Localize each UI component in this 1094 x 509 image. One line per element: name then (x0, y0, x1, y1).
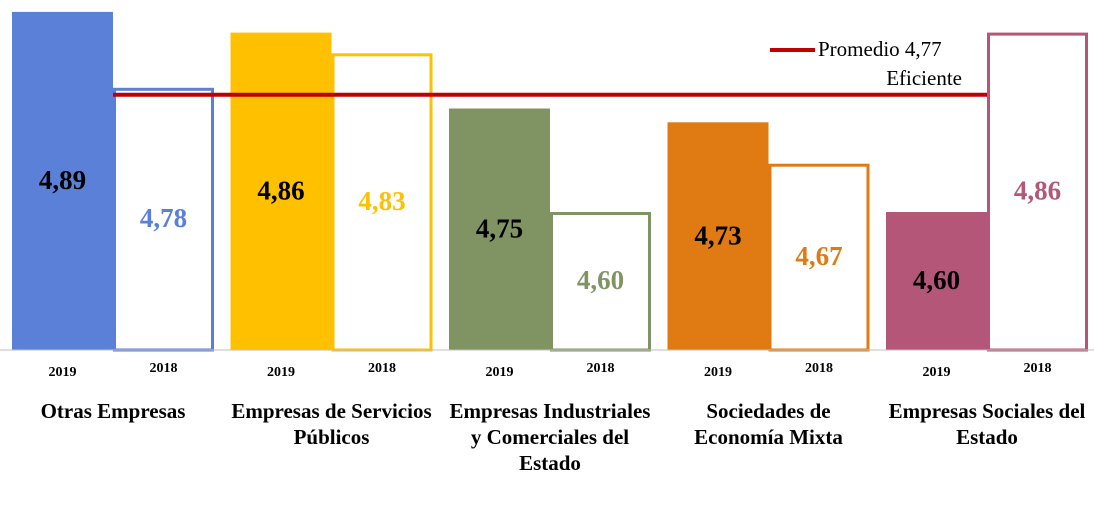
category-label: Otras Empresas (40, 399, 186, 423)
x-sub-label: 2019 (486, 365, 514, 380)
x-sub-label: 2018 (1024, 361, 1052, 376)
x-sub-label: 2019 (49, 365, 77, 380)
category-label: Empresas Industriales y Comerciales del … (449, 399, 651, 475)
value-label: 4,67 (795, 241, 842, 271)
x-sub-label: 2018 (587, 361, 615, 376)
x-sub-label: 2018 (368, 361, 396, 376)
bar (667, 122, 769, 350)
x-sub-label: 2019 (923, 365, 951, 380)
value-label: 4,60 (577, 265, 624, 295)
value-label: 4,86 (1014, 176, 1061, 206)
value-label: 4,78 (140, 203, 187, 233)
category-label: Empresas Sociales del Estado (888, 399, 1086, 449)
legend-sublabel: Eficiente (886, 66, 962, 90)
value-label: 4,75 (476, 213, 523, 243)
bar (12, 11, 113, 351)
x-sub-label: 2018 (150, 361, 178, 376)
x-sub-label: 2018 (805, 361, 833, 376)
bar (449, 108, 550, 350)
category-label: Sociedades de Economía Mixta (694, 399, 843, 449)
bar (230, 32, 332, 350)
x-sub-label: 2019 (704, 365, 732, 380)
legend-label: Promedio 4,77 (818, 37, 942, 61)
value-label: 4,83 (358, 186, 405, 216)
bar (886, 212, 987, 350)
value-label: 4,89 (39, 165, 86, 195)
value-label: 4,86 (257, 176, 304, 206)
category-label: Empresas de Servicios Públicos (231, 399, 432, 449)
value-label: 4,73 (694, 220, 741, 250)
value-label: 4,60 (913, 265, 960, 295)
x-sub-label: 2019 (267, 365, 295, 380)
